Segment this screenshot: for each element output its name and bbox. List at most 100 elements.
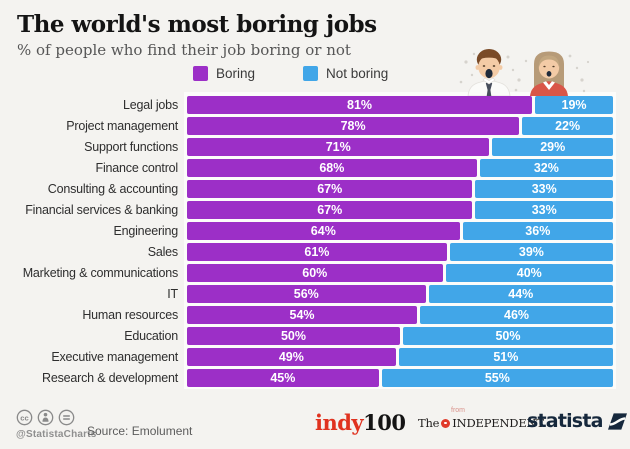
boring-bar-segment-value: 64% — [310, 224, 336, 238]
bar-track: 64% 36% — [187, 222, 613, 240]
boring-bar-segment-value: 71% — [325, 140, 351, 154]
notboring-bar-segment-value: 29% — [540, 140, 566, 154]
notboring-bar-segment: 29% — [492, 138, 613, 156]
notboring-bar-segment: 51% — [398, 348, 613, 366]
chart-row: Financial services & banking 67% 33% — [0, 201, 630, 219]
svg-text:cc: cc — [20, 413, 28, 422]
category-label: Education — [124, 329, 178, 343]
statista-logo-icon — [607, 412, 627, 430]
notboring-bar-segment-value: 46% — [504, 308, 530, 322]
boring-bar-segment: 64% — [187, 222, 460, 240]
notboring-bar-segment-value: 22% — [555, 119, 581, 133]
bar-chart: Legal jobs 81% 19% Project management 78% 22%… — [0, 93, 630, 390]
boring-bar-segment: 67% — [187, 201, 473, 219]
boring-bar-segment: 68% — [187, 159, 477, 177]
boring-bar-segment-value: 45% — [270, 371, 296, 385]
chart-rows: Legal jobs 81% 19% Project management 78% 22%… — [0, 96, 630, 387]
bar-track: 50% 50% — [187, 327, 613, 345]
notboring-bar-segment-value: 39% — [518, 245, 544, 259]
category-label: Financial services & banking — [25, 203, 178, 217]
independent-from-label: from — [451, 407, 465, 414]
boring-bar-segment: 78% — [187, 117, 520, 135]
indy100-logo-100: 100 — [363, 410, 406, 435]
bar-track: 49% 51% — [187, 348, 613, 366]
boring-bar-segment: 81% — [187, 96, 533, 114]
boring-bar-segment-value: 61% — [304, 245, 330, 259]
chart-row: IT 56% 44% — [0, 285, 630, 303]
category-label: Finance control — [95, 161, 179, 175]
statista-handle: @StatistaCharts — [16, 429, 97, 440]
chart-row: Sales 61% 39% — [0, 243, 630, 261]
indy100-logo-indy: indy — [315, 410, 364, 435]
attribution-icon — [37, 409, 54, 426]
chart-row: Education 50% 50% — [0, 327, 630, 345]
chart-row: Finance control 68% 32% — [0, 159, 630, 177]
chart-row: Executive management 49% 51% — [0, 348, 630, 366]
bar-track: 67% 33% — [187, 180, 613, 198]
bar-track: 78% 22% — [187, 117, 613, 135]
bar-track: 45% 55% — [187, 369, 613, 387]
boring-bar-segment: 67% — [187, 180, 473, 198]
category-label: Consulting & accounting — [47, 182, 178, 196]
bored-people-illustration — [438, 44, 602, 97]
statista-logo-text: statista — [527, 410, 603, 432]
notboring-bar-segment: 50% — [403, 327, 613, 345]
notboring-bar-segment: 19% — [535, 96, 613, 114]
bar-track: 71% 29% — [187, 138, 613, 156]
category-label: Legal jobs — [123, 98, 178, 112]
boring-bar-segment-value: 67% — [317, 203, 343, 217]
notboring-bar-segment-value: 40% — [516, 266, 542, 280]
bar-track: 54% 46% — [187, 306, 613, 324]
legend: Boring Not boring — [193, 66, 388, 81]
boring-bar-segment-value: 49% — [278, 350, 304, 364]
legend-item-notboring: Not boring — [303, 66, 388, 81]
notboring-bar-segment: 40% — [445, 264, 613, 282]
indy100-logo: indy100 — [315, 410, 406, 435]
chart-row: Project management 78% 22% — [0, 117, 630, 135]
chart-row: Research & development 45% 55% — [0, 369, 630, 387]
category-label: Executive management — [51, 350, 178, 364]
boring-bar-segment-value: 56% — [293, 287, 319, 301]
bored-woman-illustration — [530, 51, 568, 96]
boring-bar-segment: 56% — [187, 285, 426, 303]
boring-swatch — [193, 66, 208, 81]
notboring-bar-segment-value: 33% — [531, 203, 557, 217]
notboring-bar-segment: 33% — [475, 180, 613, 198]
bar-track: 56% 44% — [187, 285, 613, 303]
chart-row: Consulting & accounting 67% 33% — [0, 180, 630, 198]
bar-track: 68% 32% — [187, 159, 613, 177]
chart-row: Marketing & communications 60% 40% — [0, 264, 630, 282]
bored-people-svg — [459, 49, 590, 97]
category-label: IT — [167, 287, 178, 301]
bar-track: 81% 19% — [187, 96, 613, 114]
boring-bar-segment-value: 67% — [317, 182, 343, 196]
category-label: Sales — [147, 245, 178, 259]
license-icons: cc — [16, 409, 75, 426]
notboring-bar-segment: 22% — [522, 117, 613, 135]
boring-bar-segment: 45% — [187, 369, 379, 387]
boring-bar-segment-value: 50% — [280, 329, 307, 343]
notboring-bar-segment: 33% — [475, 201, 613, 219]
category-label: Human resources — [82, 308, 178, 322]
cc-icon: cc — [16, 409, 33, 426]
notboring-bar-segment-value: 44% — [508, 287, 534, 301]
boring-bar-segment-value: 81% — [347, 98, 373, 112]
category-label: Marketing & communications — [22, 266, 178, 280]
boring-bar-segment-value: 54% — [289, 308, 315, 322]
notboring-bar-segment-value: 32% — [533, 161, 559, 175]
notboring-bar-segment: 32% — [479, 159, 613, 177]
notboring-bar-segment: 36% — [462, 222, 613, 240]
category-label: Engineering — [113, 224, 178, 238]
boring-bar-segment: 49% — [187, 348, 396, 366]
equal-icon — [58, 409, 75, 426]
notboring-bar-segment: 55% — [381, 369, 613, 387]
category-label: Project management — [66, 119, 178, 133]
bar-track: 61% 39% — [187, 243, 613, 261]
independent-the-label: The — [418, 416, 440, 430]
boring-bar-segment-value: 78% — [340, 119, 366, 133]
source-label: Source: Emolument — [87, 424, 193, 438]
page-subtitle: % of people who find their job boring or… — [17, 41, 351, 59]
legend-item-boring: Boring — [193, 66, 255, 81]
chart-row: Support functions 71% 29% — [0, 138, 630, 156]
boring-bar-segment: 61% — [187, 243, 447, 261]
